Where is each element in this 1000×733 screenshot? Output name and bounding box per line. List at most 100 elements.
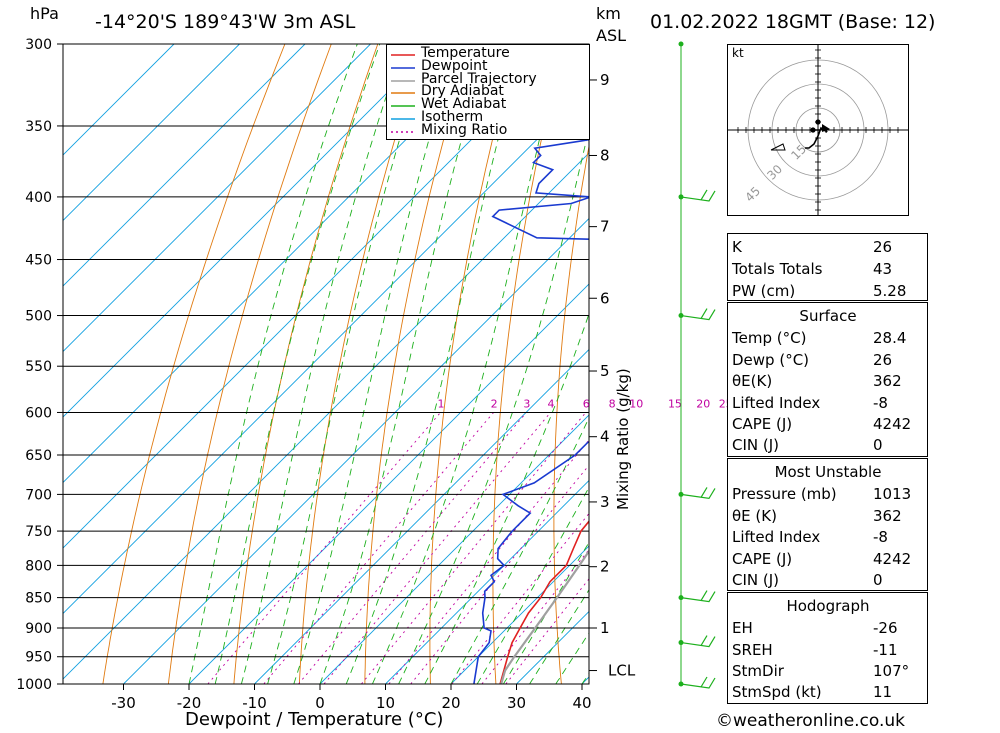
isotherm-line — [63, 44, 175, 156]
mixing-ratio-label: 20 — [696, 397, 710, 410]
pressure-tick-label: 950 — [25, 650, 52, 666]
isotherm-line — [63, 44, 502, 484]
hodograph-barb — [770, 143, 786, 151]
sreh-label: SREH — [732, 641, 773, 659]
pressure-tick-label: 750 — [25, 524, 52, 540]
surface-dewp-label: Dewp (°C) — [732, 351, 810, 369]
dry-adiabat-line — [553, 143, 589, 684]
wet-adiabat-line — [424, 312, 589, 684]
mu-li-label: Lifted Index — [732, 528, 821, 546]
isotherm-lines — [63, 44, 589, 684]
mixing-ratio-label: 10 — [629, 397, 643, 410]
hodograph-unit: kt — [732, 46, 744, 60]
mu-pressure-value: 1013 — [873, 485, 912, 503]
wind-barb — [680, 488, 716, 500]
legend-swatch — [391, 92, 415, 95]
mu-cape-value: 4242 — [873, 550, 912, 568]
wet-adiabat-line — [345, 44, 524, 684]
x-tick-label: 40 — [572, 694, 591, 712]
most-unstable-panel: Most Unstable Pressure (mb) 1013 θE (K) … — [727, 458, 928, 591]
isotherm-line — [450, 545, 589, 684]
surface-temp-value: 28.4 — [873, 329, 907, 347]
series-parcel-trajectory — [500, 549, 589, 684]
isotherm-line — [63, 44, 306, 287]
lcl-label: LCL — [608, 662, 636, 680]
surface-cin-value: 0 — [873, 436, 883, 454]
k-value: 26 — [873, 238, 893, 256]
isotherm-line — [63, 152, 589, 680]
legend-swatch — [391, 118, 415, 120]
wet-adiabat-line — [319, 44, 489, 684]
wind-barb-flag — [700, 590, 708, 601]
x-tick-label: 10 — [376, 694, 395, 712]
legend-item: Temperature — [391, 45, 587, 61]
sreh-value: -11 — [873, 641, 898, 659]
mixing-ratio-line — [481, 548, 589, 684]
wind-barb — [680, 636, 716, 648]
storm-motion-marker — [822, 124, 830, 132]
km-tick-label: 4 — [600, 428, 610, 446]
legend-item: Isotherm — [391, 109, 587, 125]
isotherm-line — [63, 44, 568, 549]
wind-barb — [680, 309, 716, 321]
wind-barbs — [678, 41, 716, 689]
pressure-tick-label: 400 — [25, 190, 52, 206]
km-axis-unit: km — [596, 4, 621, 23]
totals-totals-value: 43 — [873, 260, 893, 278]
isotherm-line — [63, 44, 240, 222]
pressure-tick-label: 300 — [25, 37, 52, 53]
wind-barb-flag — [700, 635, 708, 646]
pressure-tick-label: 600 — [25, 405, 52, 421]
k-label: K — [732, 238, 742, 256]
plot-frame — [62, 43, 590, 685]
surface-cin-label: CIN (J) — [732, 436, 780, 454]
totals-totals-label: Totals Totals — [732, 260, 823, 278]
wet-adiabat-line — [214, 44, 381, 684]
legend-swatch — [391, 54, 415, 56]
wind-barb — [680, 190, 716, 202]
km-tick-label: 3 — [600, 493, 610, 511]
surface-li-value: -8 — [873, 394, 888, 412]
x-tick-label: 20 — [441, 694, 460, 712]
series-temperature — [499, 520, 589, 684]
km-tick-label: 6 — [600, 289, 610, 307]
pressure-level-lines — [63, 43, 589, 685]
surface-cape-value: 4242 — [873, 415, 912, 433]
legend-item: Dewpoint — [391, 58, 587, 74]
x-tick-label: 30 — [507, 694, 526, 712]
km-tick-label: 5 — [600, 362, 610, 380]
isotherm-line — [123, 217, 589, 684]
pressure-tick-label: 450 — [25, 253, 52, 269]
legend-swatch — [391, 66, 415, 69]
dry-adiabat-line — [613, 26, 660, 684]
hodograph-params-title: Hodograph — [786, 597, 870, 615]
isotherm-line — [63, 44, 371, 353]
legend-label: Mixing Ratio — [421, 121, 508, 138]
legend-item: Mixing Ratio — [391, 121, 587, 138]
dry-adiabat-line — [981, 26, 1000, 684]
mu-pressure-label: Pressure (mb) — [732, 485, 837, 503]
stmspd-value: 11 — [873, 683, 893, 701]
pressure-tick-label: 550 — [25, 359, 52, 375]
legend-item: Dry Adiabat — [391, 83, 587, 99]
surface-cape-label: CAPE (J) — [732, 415, 793, 433]
wet-adiabat-line — [476, 486, 589, 684]
axes: 1 2 3 4 6 8 10 15 20 2530035040045050055060065070… — [16, 37, 732, 712]
legend-label: Temperature — [421, 45, 510, 61]
mu-cin-value: 0 — [873, 571, 883, 589]
isotherm-line — [319, 414, 589, 684]
pressure-tick-label: 900 — [25, 621, 52, 637]
x-axis-label: Dewpoint / Temperature (°C) — [185, 709, 444, 730]
pressure-tick-label: 850 — [25, 591, 52, 607]
hpa-axis-unit: hPa — [30, 4, 59, 23]
copyright-footer[interactable]: ©weatheronline.co.uk — [716, 711, 906, 731]
dry-adiabat-line — [298, 44, 425, 684]
mixing-ratio-line — [410, 464, 589, 684]
surface-title: Surface — [799, 307, 857, 325]
surface-dewp-value: 26 — [873, 351, 893, 369]
most-unstable-title: Most Unstable — [774, 463, 882, 481]
pw-label: PW (cm) — [732, 282, 796, 300]
pressure-tick-label: 700 — [25, 487, 52, 503]
asl-axis-unit: ASL — [596, 26, 627, 45]
pressure-tick-label: 1000 — [16, 677, 52, 693]
